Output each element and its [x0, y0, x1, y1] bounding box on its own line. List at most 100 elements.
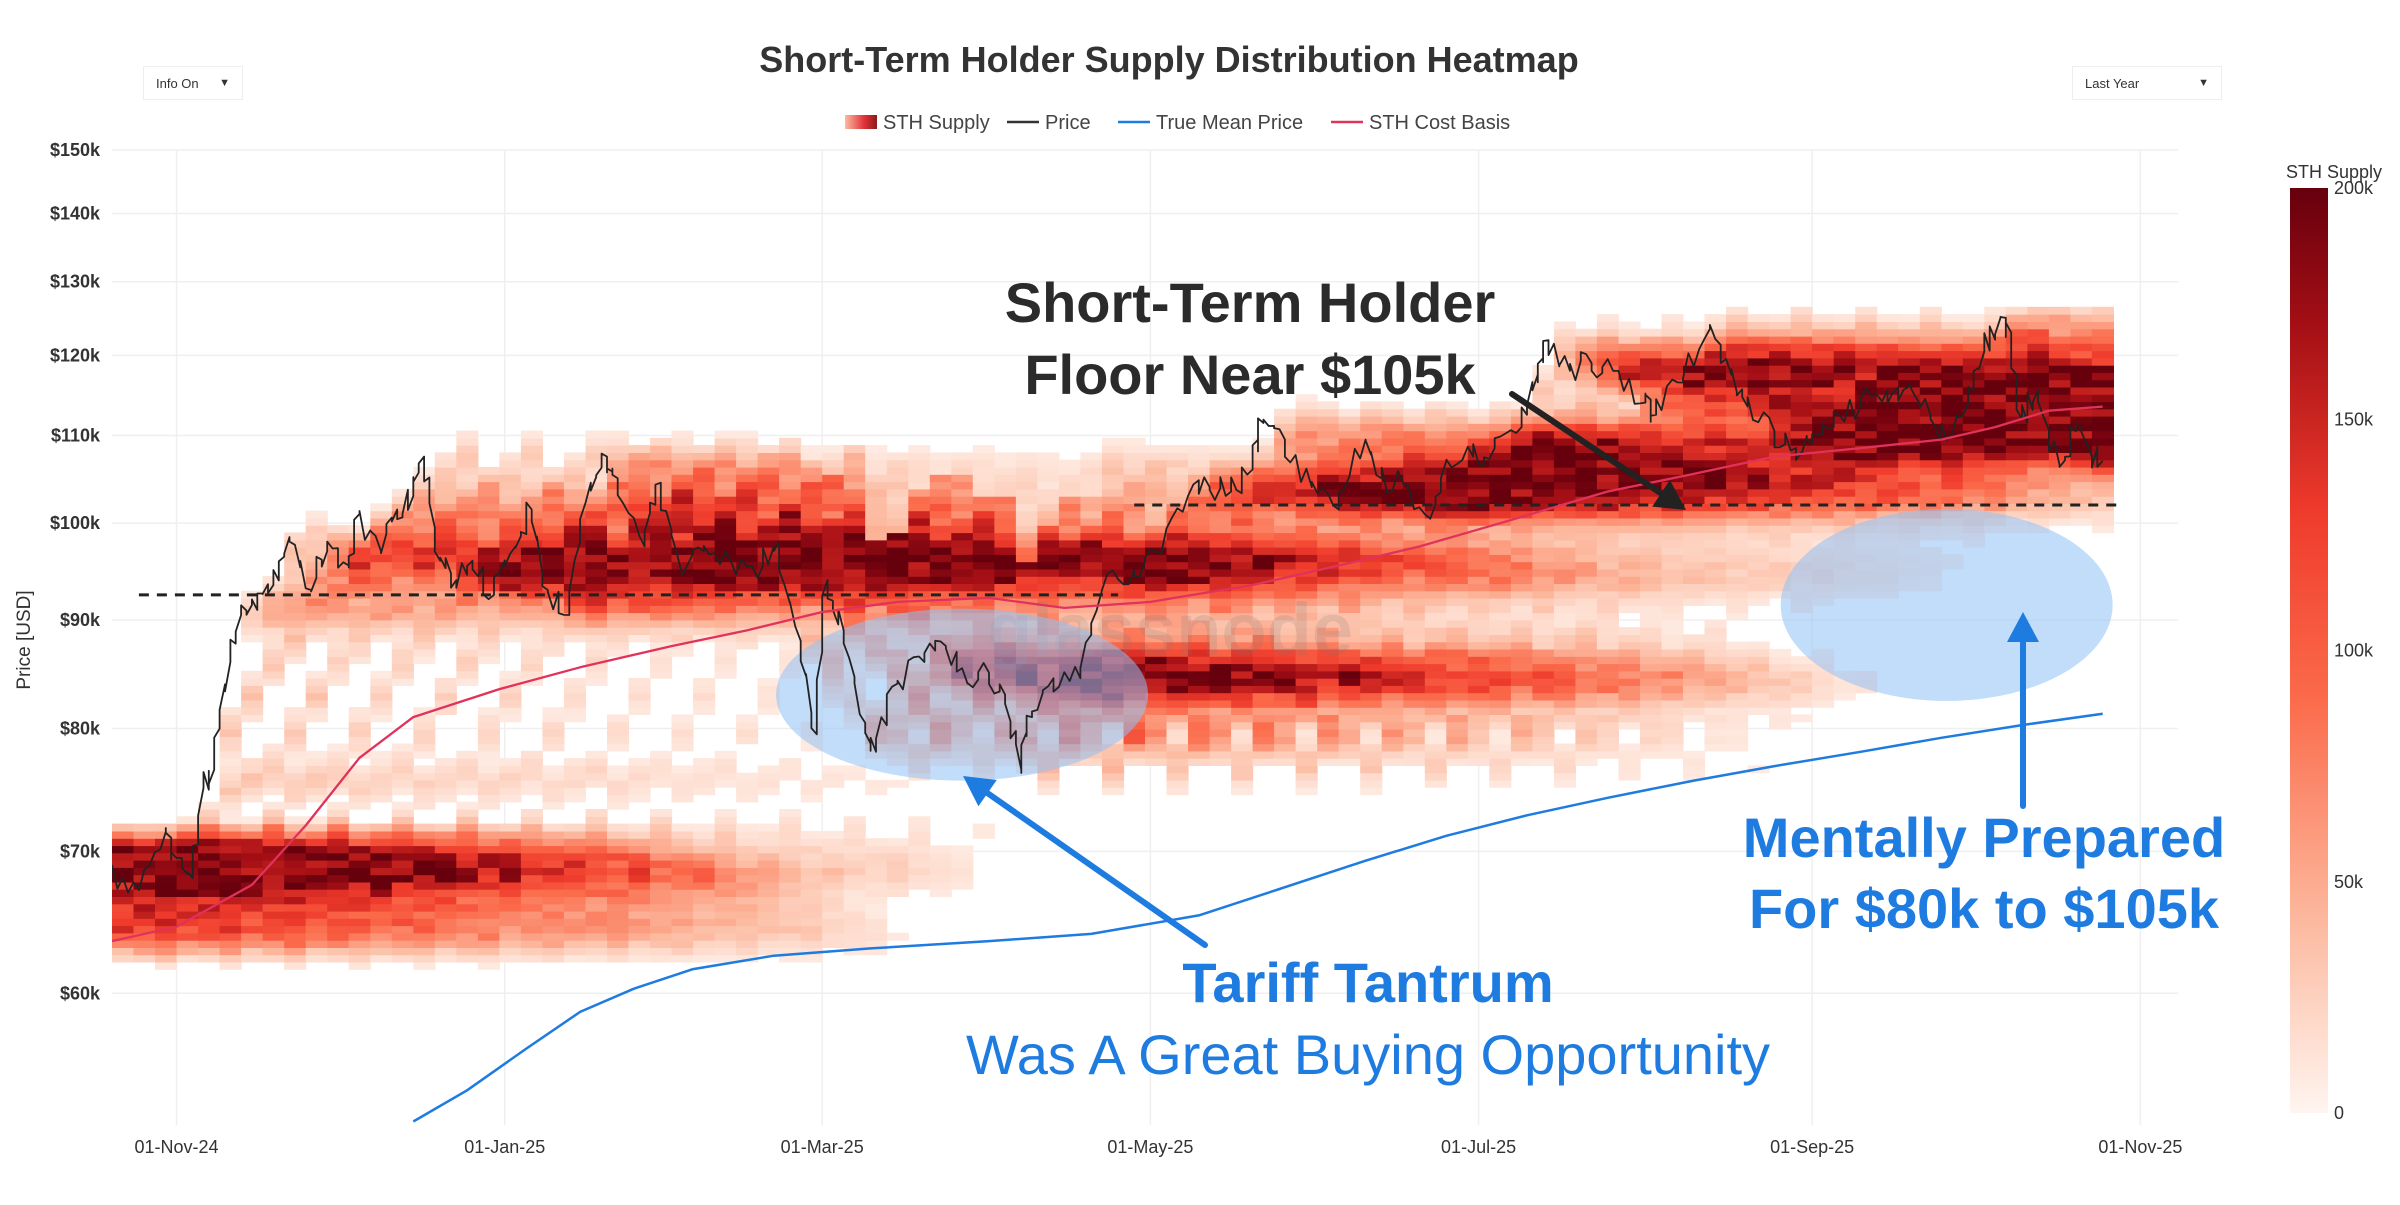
heatmap-cell [1661, 365, 1684, 373]
range-select-dropdown[interactable]: Last Year ▼ [2072, 66, 2222, 100]
heatmap-cell [219, 874, 242, 883]
heatmap-cell [1640, 357, 1663, 366]
heatmap-cell [391, 641, 414, 650]
heatmap-cell [1058, 598, 1081, 606]
heatmap-cell [542, 547, 565, 555]
heatmap-cell [1446, 554, 1469, 563]
heatmap-cell [520, 547, 543, 555]
heatmap-cell [1467, 721, 1490, 730]
heatmap-cell [822, 772, 845, 781]
heatmap-cell [499, 860, 522, 868]
heatmap-cell [736, 445, 759, 453]
heatmap-cell [1640, 663, 1663, 672]
heatmap-cell [456, 474, 479, 483]
heatmap-cell [1381, 699, 1404, 708]
heatmap-cell [477, 881, 500, 890]
heatmap-cell [1769, 459, 1792, 468]
heatmap-cell [327, 670, 350, 679]
heatmap-cell [348, 648, 371, 657]
heatmap-cell [693, 830, 716, 839]
heatmap-cell [1553, 488, 1576, 497]
heatmap-cell [1058, 561, 1081, 570]
heatmap-cell [585, 648, 608, 657]
heatmap-cell [1941, 314, 1964, 322]
heatmap-cell [628, 590, 651, 599]
heatmap-cell [1683, 365, 1706, 373]
heatmap-cell [607, 940, 630, 948]
heatmap-cell [736, 874, 759, 883]
heatmap-cell [1317, 561, 1340, 570]
heatmap-cell [198, 809, 221, 817]
heatmap-cell [865, 568, 888, 577]
heatmap-cell [1058, 576, 1081, 584]
heatmap-cell [198, 954, 221, 963]
heatmap-cell [1145, 736, 1168, 745]
heatmap-cell [650, 627, 673, 635]
heatmap-cell [822, 496, 845, 504]
heatmap-cell [650, 532, 673, 541]
heatmap-cell [671, 852, 694, 861]
heatmap-cell [951, 510, 974, 519]
heatmap-cell [693, 896, 716, 905]
heatmap-cell [865, 503, 888, 512]
heatmap-cell [241, 692, 264, 701]
heatmap-cell [779, 452, 802, 461]
heatmap-cell [1123, 758, 1146, 766]
heatmap-cell [456, 787, 479, 796]
heatmap-cell [219, 838, 242, 847]
heatmap-cell [1360, 648, 1383, 657]
heatmap-cell [1015, 496, 1038, 504]
heatmap-cell [1166, 576, 1189, 584]
heatmap-cell [1338, 641, 1361, 650]
heatmap-cell [1683, 634, 1706, 643]
heatmap-cell [1661, 350, 1684, 359]
heatmap-cell [1166, 554, 1189, 563]
heatmap-cell [456, 612, 479, 621]
heatmap-cell [1553, 656, 1576, 665]
heatmap-cell [305, 510, 328, 519]
heatmap-cell [822, 619, 845, 628]
heatmap-cell [736, 867, 759, 876]
heatmap-cell [542, 634, 565, 643]
heatmap-cell [391, 787, 414, 796]
heatmap-cell [520, 627, 543, 635]
heatmap-cell [499, 947, 522, 956]
heatmap-cell [434, 547, 457, 555]
heatmap-cell [1812, 532, 1835, 541]
heatmap-cell [305, 845, 328, 854]
heatmap-cell [1962, 335, 1985, 344]
heatmap-cell [1360, 692, 1383, 701]
info-toggle-dropdown[interactable]: Info On ▼ [143, 66, 243, 100]
heatmap-cell [370, 568, 393, 577]
heatmap-cell [262, 612, 285, 621]
heatmap-cell [736, 903, 759, 912]
heatmap-cell [1769, 314, 1792, 322]
heatmap-cell [413, 488, 436, 497]
heatmap-cell [1317, 590, 1340, 599]
heatmap-cell [413, 794, 436, 803]
heatmap-cell [843, 547, 866, 555]
heatmap-cell [1596, 532, 1619, 541]
heatmap-cell [1102, 481, 1125, 490]
heatmap-cell [757, 874, 780, 883]
heatmap-cell [1231, 670, 1254, 679]
heatmap-cell [241, 830, 264, 839]
heatmap-cell [434, 947, 457, 956]
heatmap-cell [112, 947, 135, 956]
heatmap-cell [112, 838, 135, 847]
heatmap-cell [1596, 619, 1619, 628]
heatmap-cell [1553, 430, 1576, 439]
heatmap-cell [1855, 416, 1878, 424]
heatmap-cell [1575, 612, 1598, 621]
heatmap-cell [1252, 532, 1275, 541]
arrow-tariff [963, 776, 1208, 948]
heatmap-cell [1188, 459, 1211, 468]
heatmap-cell [1747, 598, 1770, 606]
heatmap-cell [1037, 488, 1060, 497]
heatmap-cell [1683, 707, 1706, 715]
heatmap-cell [865, 590, 888, 599]
heatmap-cell [219, 918, 242, 927]
heatmap-cell [370, 634, 393, 643]
heatmap-cell [327, 809, 350, 817]
heatmap-cell [1661, 401, 1684, 410]
